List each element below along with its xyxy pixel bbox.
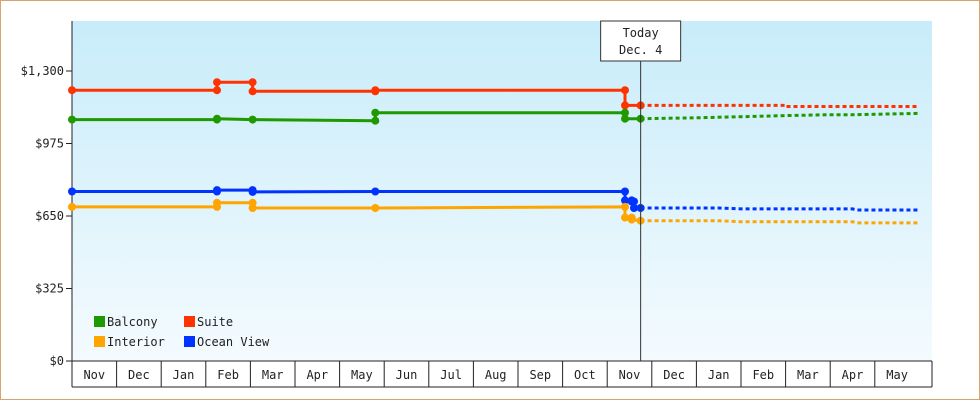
data-point	[630, 204, 638, 212]
x-tick-label: Apr	[842, 368, 864, 382]
today-box	[600, 20, 682, 62]
data-point	[68, 202, 76, 211]
legend: Balcony Suite Interior Ocean View	[94, 315, 270, 349]
y-tick-label: $0	[50, 354, 64, 368]
data-point	[621, 108, 629, 117]
data-point	[248, 78, 257, 87]
x-axis: Nov Dec Jan Feb Mar Apr May Jun Jul Aug Sep Oct Nov D…	[71, 360, 933, 388]
today-marker: Today Dec. 4	[600, 20, 682, 361]
series-forecast-ocean-view	[640, 206, 920, 212]
legend-label-balcony: Balcony	[107, 315, 158, 329]
data-point	[621, 213, 629, 222]
data-point	[627, 215, 636, 224]
x-tick-label: Jan	[708, 368, 730, 382]
series-suite	[68, 78, 920, 110]
x-tick-label: Mar	[262, 368, 284, 382]
data-point	[213, 86, 221, 95]
series-ocean-view	[68, 186, 920, 212]
series-interior	[68, 198, 920, 225]
y-tick-label: $325	[35, 282, 64, 296]
legend-label-suite: Suite	[197, 315, 233, 329]
legend-swatch-ocean-view	[184, 336, 195, 347]
x-tick-label: Jun	[396, 368, 418, 382]
y-tick-label: $650	[35, 209, 64, 223]
data-point	[213, 198, 221, 207]
legend-label-interior: Interior	[107, 335, 165, 349]
x-tick-label: Feb	[217, 368, 239, 382]
x-tick-label: Dec	[663, 368, 685, 382]
data-point	[630, 197, 638, 206]
data-point	[371, 204, 380, 212]
data-point	[371, 86, 380, 95]
data-point	[248, 115, 257, 124]
legend-swatch-interior	[94, 336, 105, 347]
data-point	[68, 115, 76, 124]
series-forecast-balcony	[640, 111, 920, 121]
data-point	[621, 196, 629, 205]
x-tick-label: Dec	[128, 368, 150, 382]
x-tick-label: Jan	[173, 368, 195, 382]
data-point	[621, 86, 629, 95]
data-point	[213, 78, 221, 87]
data-point	[68, 187, 76, 196]
data-point	[248, 87, 257, 96]
data-point	[248, 204, 257, 212]
x-tick-label: Feb	[752, 368, 774, 382]
data-point	[213, 114, 221, 123]
series-forecast-suite	[640, 103, 920, 108]
x-tick-label: Mar	[797, 368, 819, 382]
legend-swatch-suite	[184, 316, 195, 327]
data-point	[248, 187, 257, 196]
y-axis: $0 $325 $650 $975 $1,300	[21, 21, 73, 368]
x-tick-label: May	[351, 368, 373, 382]
data-point	[371, 108, 380, 117]
series-layer	[68, 78, 920, 225]
y-tick-label: $1,300	[21, 64, 64, 78]
x-tick-label: Nov	[83, 368, 105, 382]
today-date: Dec. 4	[619, 43, 662, 57]
data-point	[213, 186, 221, 195]
y-tick-label: $975	[35, 137, 64, 151]
data-point	[371, 187, 380, 196]
data-point	[621, 114, 629, 123]
today-label: Today	[623, 26, 659, 40]
data-point	[68, 86, 76, 95]
legend-label-ocean-view: Ocean View	[197, 335, 270, 349]
data-point	[621, 202, 629, 211]
series-forecast-interior	[640, 219, 920, 225]
x-tick-label: Jul	[440, 368, 462, 382]
legend-swatch-balcony	[94, 316, 105, 327]
data-point	[621, 187, 629, 196]
x-tick-label: Apr	[306, 368, 328, 382]
x-tick-label: Sep	[529, 368, 551, 382]
data-point	[621, 101, 629, 110]
x-tick-label: May	[886, 368, 908, 382]
x-tick-label: Oct	[574, 368, 596, 382]
x-tick-label: Nov	[619, 368, 641, 382]
x-tick-label: Aug	[485, 368, 507, 382]
data-point	[371, 116, 380, 125]
